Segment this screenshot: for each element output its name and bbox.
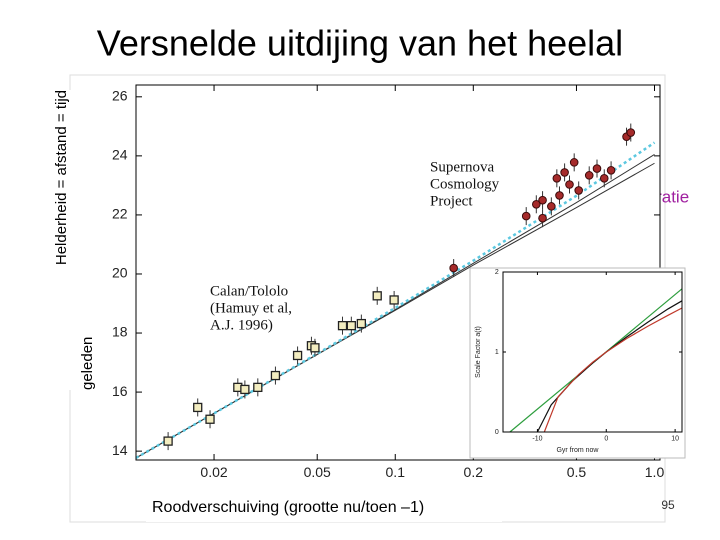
x-label-box (146, 492, 502, 522)
model-curve (135, 153, 655, 459)
data-point (532, 199, 541, 209)
x-tick-label: 0.05 (304, 464, 331, 480)
data-point (346, 320, 356, 331)
data-point (193, 402, 203, 413)
data-point (569, 158, 579, 167)
page-number: 95 (661, 498, 675, 512)
plot-annotation: A.J. 1996) (210, 317, 273, 333)
inset-curve (543, 307, 683, 433)
y-tick-label: 14 (112, 442, 128, 458)
plot-annotation: Cosmology (430, 176, 500, 192)
x-tick-label: 0 (604, 435, 608, 442)
y-tick-label: 16 (112, 383, 128, 399)
data-point (626, 128, 636, 137)
y-tick-label: 2 (495, 269, 499, 276)
x-tick-label: 0.02 (200, 464, 227, 480)
model-curve (135, 141, 656, 460)
data-point (389, 295, 399, 305)
x-tick-label: 0.1 (386, 464, 406, 480)
plot-frame (502, 271, 683, 433)
x-tick-label: 0.2 (464, 464, 484, 480)
data-point (547, 202, 556, 211)
data-point (606, 166, 616, 175)
data-point (449, 263, 458, 273)
data-point (565, 180, 574, 189)
y-tick-label: 20 (112, 265, 128, 281)
data-point (538, 213, 547, 223)
x-tick-label: 0.5 (567, 464, 587, 480)
y-tick-label: 26 (112, 88, 128, 104)
data-point (538, 195, 547, 205)
data-point (560, 168, 569, 177)
x-tick-label: -10 (532, 435, 542, 442)
inset-panel (469, 267, 686, 459)
data-point (372, 291, 382, 301)
data-point (240, 384, 250, 395)
slide-title: Versnelde uitdijing van het heelal (97, 23, 623, 64)
plot-annotation: Calan/Tololo (210, 283, 288, 299)
y-axis-label: Helderheid = afstand = tijd (53, 90, 70, 265)
data-point (574, 186, 583, 195)
data-point (555, 191, 564, 200)
y-tick-label: 18 (112, 324, 128, 340)
y-axis-label: geleden (79, 337, 96, 390)
x-tick-label: 1.0 (645, 464, 665, 480)
data-point (592, 164, 602, 173)
y-tick-label: 24 (112, 147, 128, 163)
data-point (270, 370, 281, 381)
x-axis-label: Gyr from now (556, 447, 599, 454)
plot-annotation: Project (430, 193, 473, 209)
data-point (356, 318, 367, 329)
data-point (310, 343, 320, 353)
data-point (163, 436, 173, 446)
data-point (292, 350, 303, 361)
plot-annotation: (Hamuy et al, (210, 300, 292, 316)
y-tick-label: 22 (112, 206, 128, 222)
x-axis-label: Roodverschuiving (grootte nu/toen –1) (152, 499, 424, 516)
data-point (521, 211, 531, 221)
x-tick-label: 10 (671, 435, 679, 442)
data-point (552, 174, 562, 183)
data-point (337, 320, 348, 331)
y-tick-label: 1 (495, 349, 499, 356)
data-point (205, 414, 215, 424)
data-point (584, 171, 594, 180)
data-point (599, 174, 609, 183)
y-axis-label: Scale Factor a(t) (475, 326, 482, 378)
y-tick-label: 0 (495, 429, 499, 436)
plot-annotation: Supernova (430, 159, 494, 175)
y-label-box (44, 90, 102, 390)
data-point (253, 382, 263, 393)
